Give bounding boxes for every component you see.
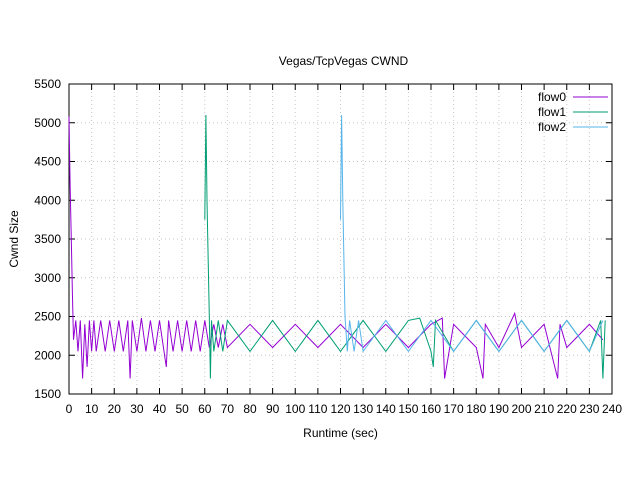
x-tick-label: 80 (243, 402, 257, 416)
y-tick-label: 4000 (34, 193, 61, 207)
x-tick-label: 120 (330, 402, 350, 416)
y-tick-label: 2500 (34, 310, 61, 324)
y-tick-label: 5000 (34, 116, 61, 130)
x-tick-label: 60 (198, 402, 212, 416)
x-tick-label: 150 (398, 402, 418, 416)
legend-label-flow2: flow2 (538, 120, 566, 134)
x-tick-label: 160 (421, 402, 441, 416)
x-tick-label: 140 (376, 402, 396, 416)
x-tick-label: 70 (221, 402, 235, 416)
y-tick-label: 2000 (34, 348, 61, 362)
x-tick-label: 40 (153, 402, 167, 416)
x-tick-label: 230 (579, 402, 599, 416)
plot-frame (68, 83, 613, 395)
series-line-flow2 (340, 114, 604, 353)
y-tick-label: 3000 (34, 271, 61, 285)
x-tick-label: 110 (308, 402, 327, 416)
x-tick-label: 220 (557, 402, 577, 416)
series-lines (68, 114, 606, 379)
x-axis-label: Runtime (sec) (303, 426, 378, 440)
chart-title: Vegas/TcpVegas CWND (279, 54, 409, 68)
x-tick-label: 30 (130, 402, 144, 416)
x-tick-label: 170 (444, 402, 464, 416)
x-tick-label: 200 (511, 402, 531, 416)
x-tick-label: 90 (266, 402, 280, 416)
series-line-flow0 (68, 116, 604, 379)
x-tick-label: 50 (175, 402, 189, 416)
x-tick-label: 210 (534, 402, 554, 416)
y-tick-label: 5500 (34, 77, 61, 91)
y-tick-label: 4500 (34, 155, 61, 169)
axis-ticks: 0 10 20 30 40 50 60 70 80 90 100 110 120 130 140 150 160… (34, 77, 622, 416)
y-tick-label: 3500 (34, 232, 61, 246)
x-tick-label: 10 (85, 402, 99, 416)
x-tick-label: 20 (108, 402, 122, 416)
legend-label-flow0: flow0 (538, 90, 566, 104)
y-axis-label: Cwnd Size (7, 210, 21, 268)
x-tick-label: 130 (353, 402, 373, 416)
grid-lines (69, 84, 612, 394)
x-tick-label: 190 (489, 402, 509, 416)
x-tick-label: 0 (66, 402, 73, 416)
x-tick-label: 240 (602, 402, 622, 416)
legend-label-flow1: flow1 (538, 105, 566, 119)
x-tick-label: 180 (466, 402, 486, 416)
x-tick-label: 100 (285, 402, 305, 416)
y-tick-label: 1500 (34, 387, 61, 401)
